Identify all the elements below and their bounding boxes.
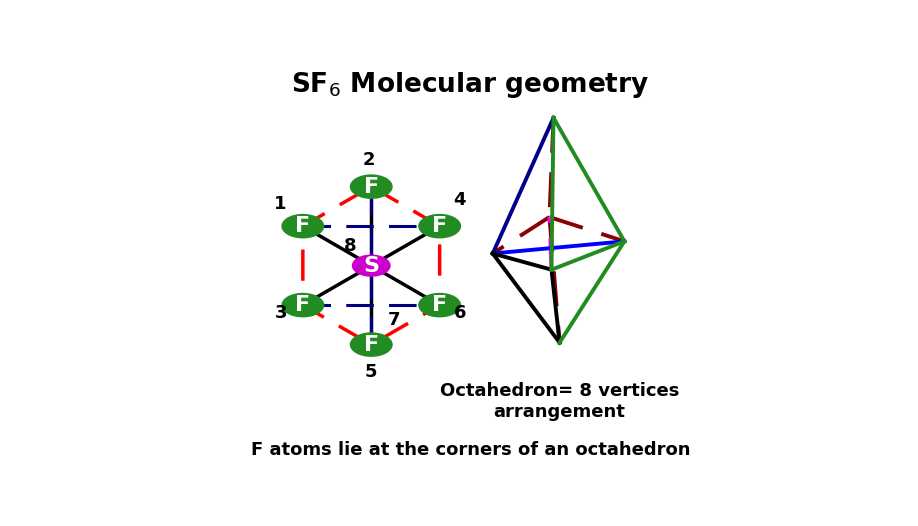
Text: F: F bbox=[364, 335, 379, 355]
Text: 6: 6 bbox=[453, 304, 466, 322]
Text: 3: 3 bbox=[274, 304, 286, 322]
Text: 1: 1 bbox=[274, 195, 286, 213]
Text: F atoms lie at the corners of an octahedron: F atoms lie at the corners of an octahed… bbox=[251, 441, 690, 459]
Text: F: F bbox=[432, 295, 447, 315]
Text: 8: 8 bbox=[344, 237, 356, 255]
Ellipse shape bbox=[350, 332, 393, 357]
Text: F: F bbox=[432, 216, 447, 236]
Text: 7: 7 bbox=[387, 311, 399, 329]
Text: 4: 4 bbox=[453, 191, 466, 209]
Text: 2: 2 bbox=[363, 151, 375, 169]
Text: SF$_6$ Molecular geometry: SF$_6$ Molecular geometry bbox=[291, 70, 650, 100]
Ellipse shape bbox=[419, 214, 461, 238]
Ellipse shape bbox=[282, 293, 324, 317]
Text: F: F bbox=[296, 216, 310, 236]
Ellipse shape bbox=[282, 214, 324, 238]
Text: F: F bbox=[296, 295, 310, 315]
Ellipse shape bbox=[350, 174, 393, 199]
Text: S: S bbox=[364, 256, 379, 276]
Text: F: F bbox=[364, 177, 379, 197]
Ellipse shape bbox=[352, 255, 391, 277]
Text: Octahedron= 8 vertices
arrangement: Octahedron= 8 vertices arrangement bbox=[440, 382, 679, 421]
Text: 5: 5 bbox=[365, 363, 377, 381]
Ellipse shape bbox=[419, 293, 461, 317]
